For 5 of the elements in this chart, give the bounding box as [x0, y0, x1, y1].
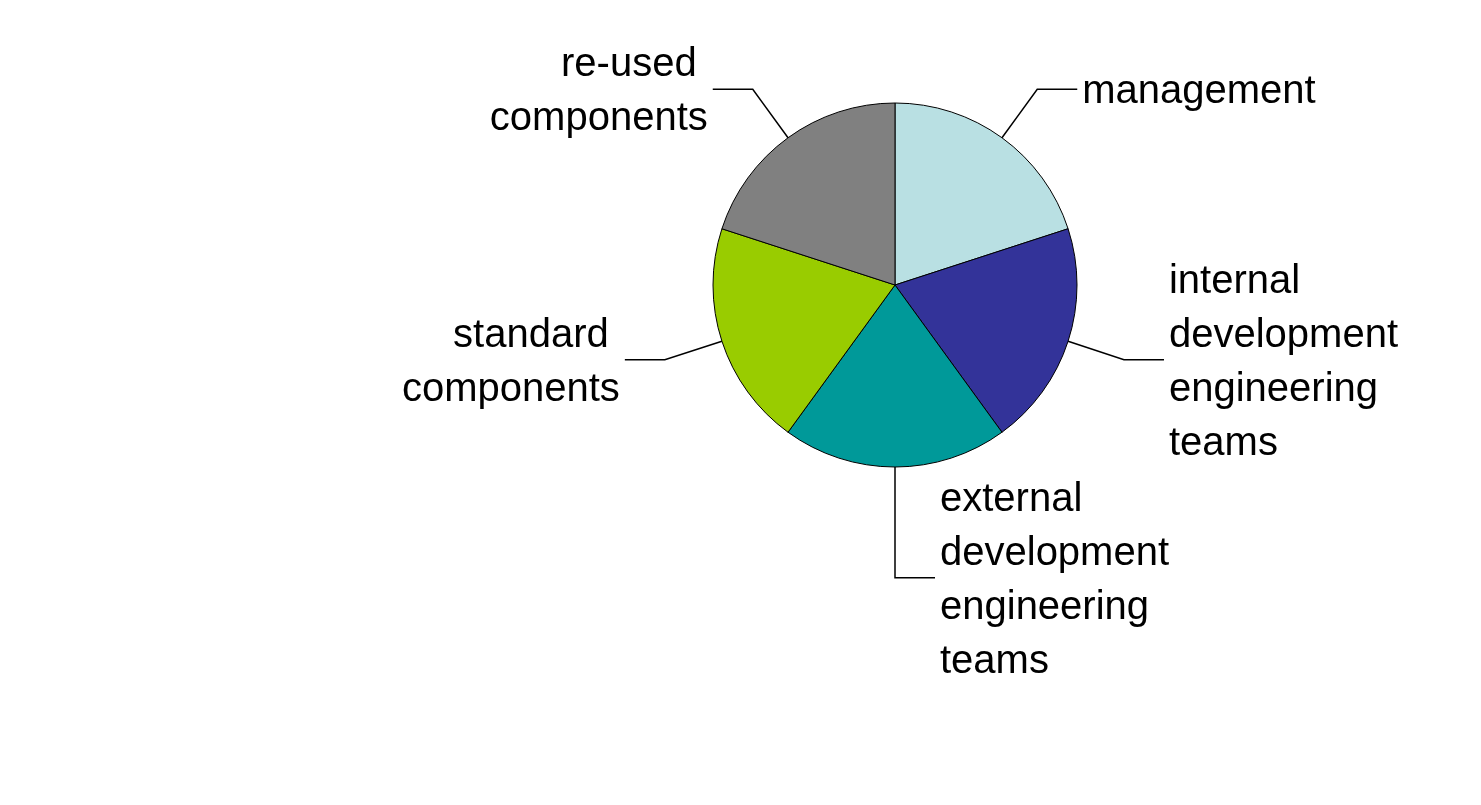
slice-label: management — [1082, 67, 1316, 112]
slice-label: internal development engineering teams — [1168, 256, 1410, 463]
slice-label: external development engineering teams — [940, 474, 1181, 681]
slice-label: standard components — [401, 310, 620, 409]
slice-label: re-used components — [489, 40, 708, 139]
